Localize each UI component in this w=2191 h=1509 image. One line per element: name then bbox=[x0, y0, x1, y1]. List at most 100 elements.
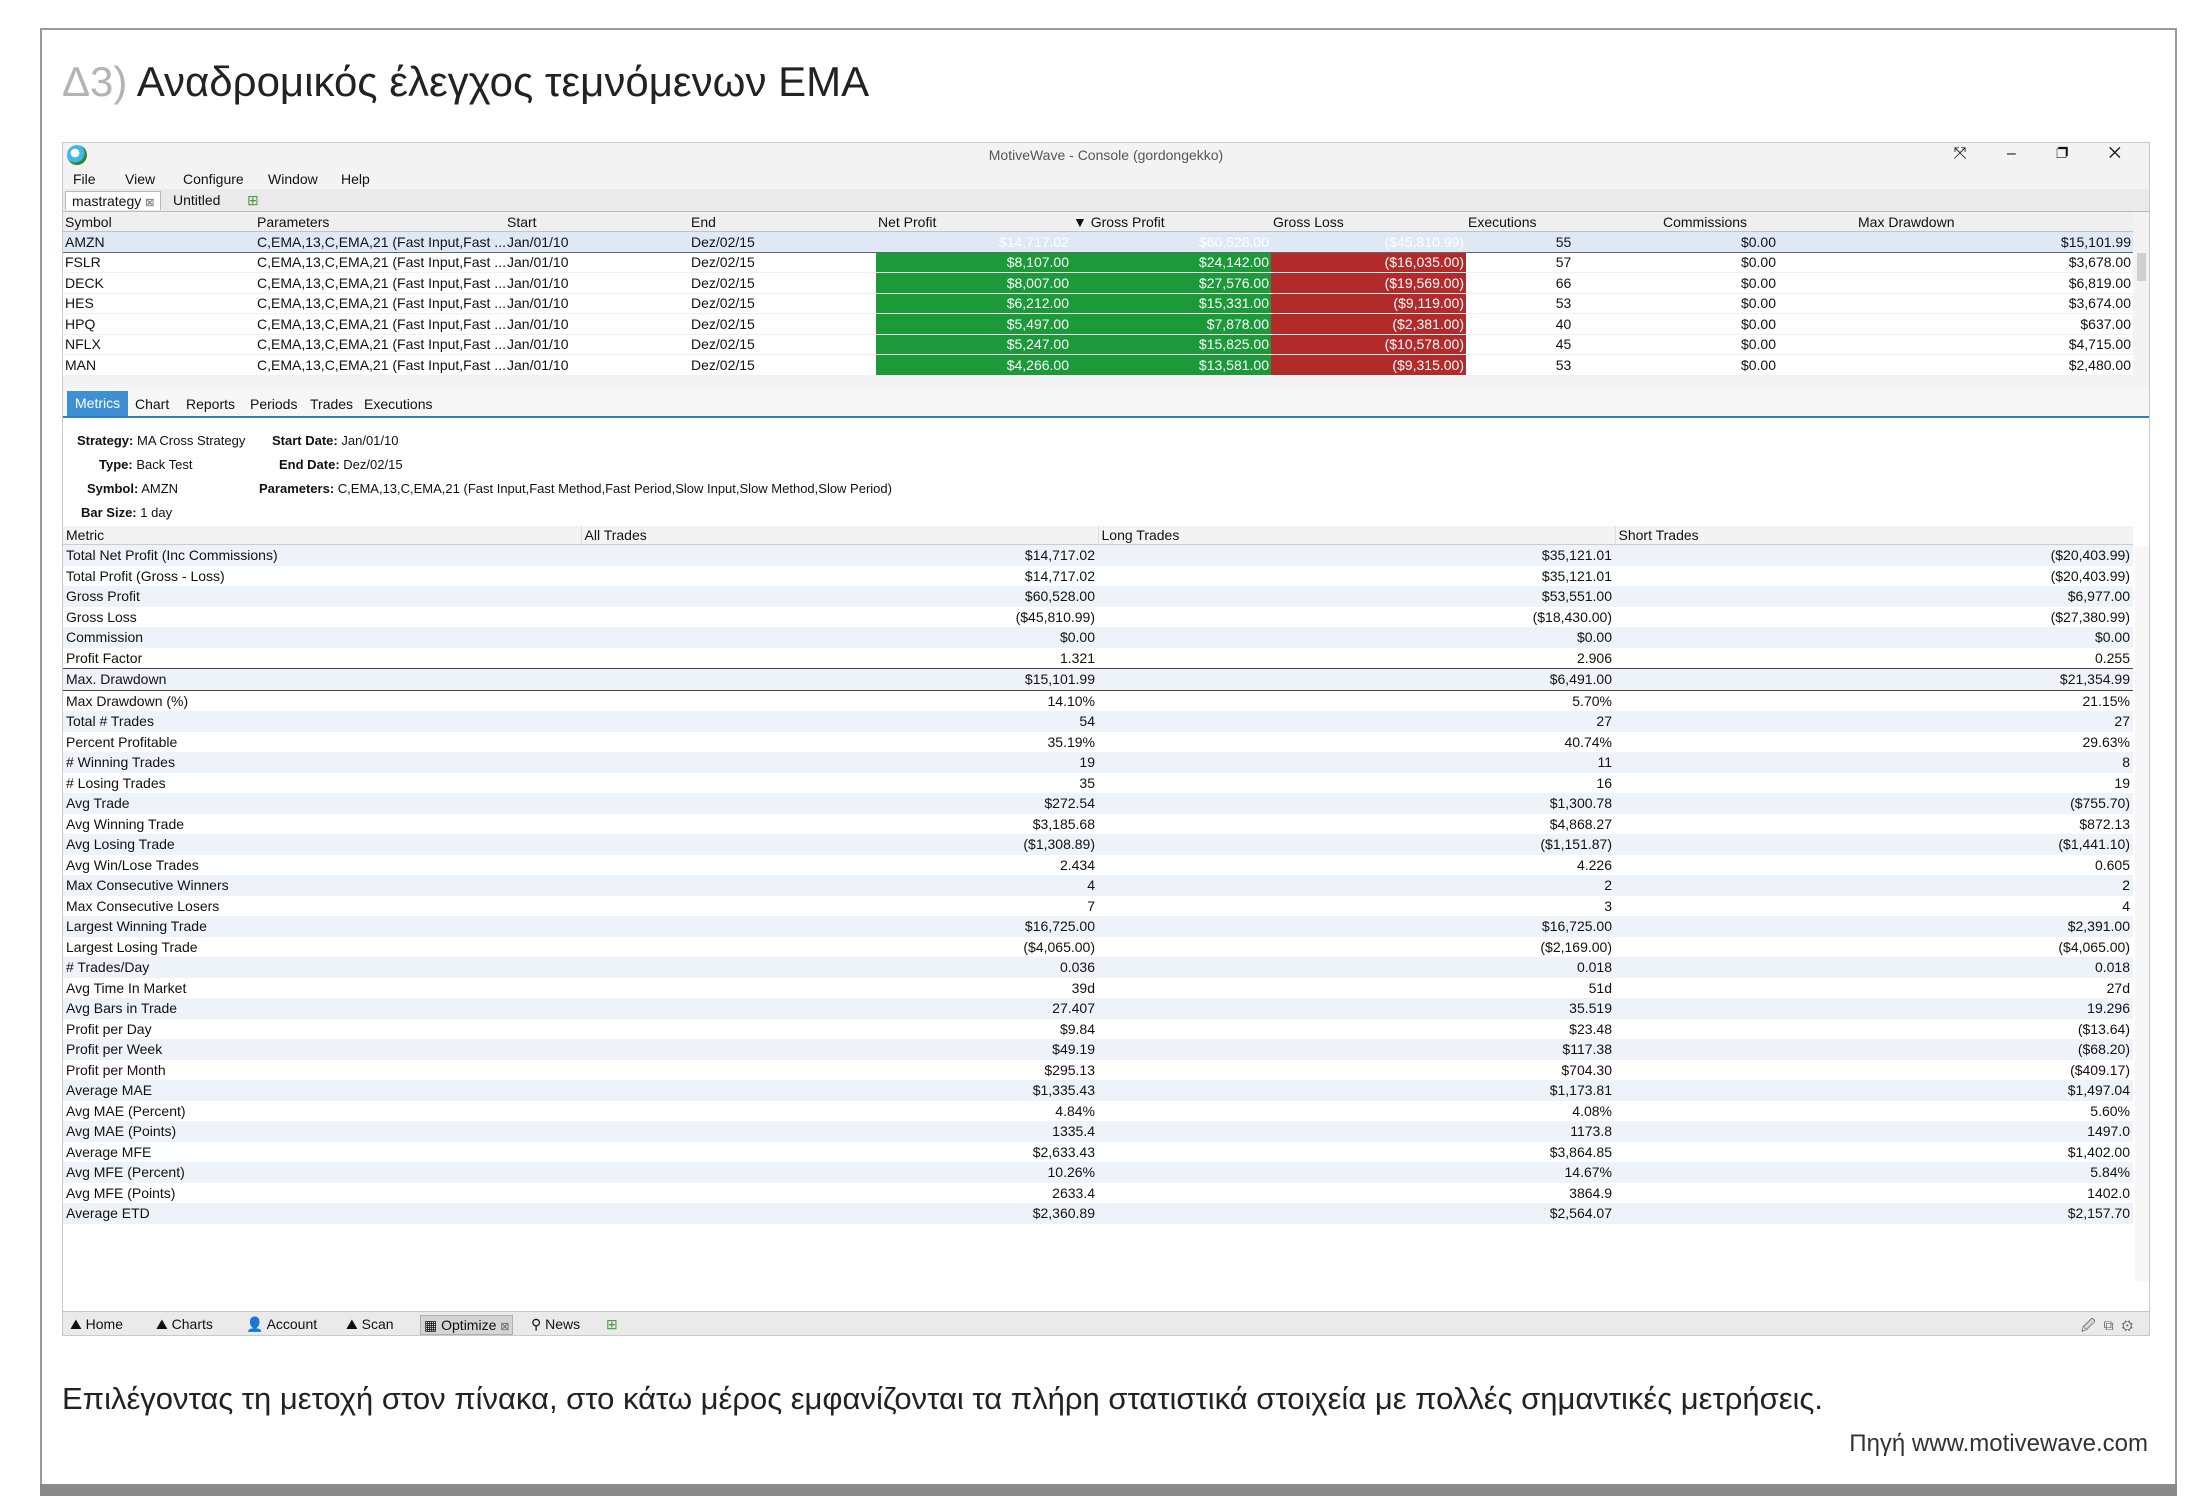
tab-periods[interactable]: Periods bbox=[250, 396, 298, 412]
col-executions[interactable]: Executions bbox=[1466, 213, 1661, 232]
metrics-row[interactable]: Max Consecutive Losers 7 3 4 bbox=[63, 896, 2133, 917]
metrics-row[interactable]: Avg MAE (Percent) 4.84% 4.08% 5.60% bbox=[63, 1101, 2133, 1122]
metrics-row[interactable]: Max Consecutive Winners 4 2 2 bbox=[63, 875, 2133, 896]
menu-configure[interactable]: Configure bbox=[183, 171, 244, 187]
metrics-row[interactable]: Avg Winning Trade $3,185.68 $4,868.27 $872.… bbox=[63, 814, 2133, 835]
metrics-scrollbar[interactable] bbox=[2135, 546, 2149, 1281]
tab-executions[interactable]: Executions bbox=[364, 396, 433, 412]
metrics-row[interactable]: Percent Profitable 35.19% 40.74% 29.63% bbox=[63, 732, 2133, 753]
tab-chart[interactable]: Chart bbox=[135, 396, 170, 412]
tab-untitled[interactable]: Untitled bbox=[167, 191, 226, 209]
add-tab-icon[interactable]: ⊞ bbox=[247, 192, 259, 208]
results-row[interactable]: FSLR C,EMA,13,C,EMA,21 (Fast Input,Fast .… bbox=[63, 252, 2133, 273]
metrics-row[interactable]: Max. Drawdown $15,101.99 $6,491.00 $21,354.… bbox=[63, 668, 2133, 691]
metrics-row[interactable]: Commission $0.00 $0.00 $0.00 bbox=[63, 627, 2133, 648]
nav-news[interactable]: ⚲ News bbox=[528, 1315, 583, 1333]
metrics-row[interactable]: Gross Profit $60,528.00 $53,551.00 $6,977.0… bbox=[63, 586, 2133, 607]
add-tab-icon[interactable]: ⊞ bbox=[606, 1316, 618, 1332]
cell-metric: Avg MAE (Points) bbox=[63, 1121, 581, 1142]
nav-scan[interactable]: ⛰ Scan bbox=[343, 1315, 397, 1333]
metrics-row[interactable]: Largest Winning Trade $16,725.00 $16,725.0… bbox=[63, 916, 2133, 937]
col-net-profit[interactable]: Net Profit bbox=[876, 213, 1071, 232]
menu-window[interactable]: Window bbox=[268, 171, 318, 187]
results-row[interactable]: HES C,EMA,13,C,EMA,21 (Fast Input,Fast ..… bbox=[63, 293, 2133, 314]
metrics-row[interactable]: Avg MFE (Percent) 10.26% 14.67% 5.84% bbox=[63, 1162, 2133, 1183]
info-symbol: Symbol: AMZN bbox=[87, 481, 179, 496]
metrics-row[interactable]: # Winning Trades 19 11 8 bbox=[63, 752, 2133, 773]
results-scrollbar[interactable] bbox=[2135, 231, 2149, 371]
results-row[interactable]: AMZN C,EMA,13,C,EMA,21 (Fast Input,Fast .… bbox=[63, 231, 2133, 253]
metrics-row[interactable]: Average MFE $2,633.43 $3,864.85 $1,402.00 bbox=[63, 1142, 2133, 1163]
nav-home[interactable]: ⛰ Home bbox=[67, 1315, 126, 1333]
metrics-row[interactable]: Avg Trade $272.54 $1,300.78 ($755.70) bbox=[63, 793, 2133, 814]
menu-file[interactable]: File bbox=[73, 171, 96, 187]
metrics-row[interactable]: # Losing Trades 35 16 19 bbox=[63, 773, 2133, 794]
cell-parameters: C,EMA,13,C,EMA,21 (Fast Input,Fast ... bbox=[255, 231, 505, 253]
col-start[interactable]: Start bbox=[505, 213, 689, 232]
tab-reports[interactable]: Reports bbox=[186, 396, 236, 412]
cell-start: Jan/01/10 bbox=[505, 231, 689, 253]
col-short-trades[interactable]: Short Trades bbox=[1614, 526, 2133, 545]
metrics-row[interactable]: Profit per Day $9.84 $23.48 ($13.64) bbox=[63, 1019, 2133, 1040]
col-max-drawdown[interactable]: Max Drawdown bbox=[1856, 213, 2133, 232]
col-symbol[interactable]: Symbol bbox=[63, 213, 255, 232]
results-row[interactable]: NFLX C,EMA,13,C,EMA,21 (Fast Input,Fast .… bbox=[63, 334, 2133, 355]
results-row[interactable]: DECK C,EMA,13,C,EMA,21 (Fast Input,Fast .… bbox=[63, 272, 2133, 294]
menu-help[interactable]: Help bbox=[341, 171, 370, 187]
metrics-row[interactable]: Avg MFE (Points) 2633.4 3864.9 1402.0 bbox=[63, 1183, 2133, 1204]
col-commissions[interactable]: Commissions bbox=[1661, 213, 1856, 232]
cell-all-trades: 35.19% bbox=[1047, 733, 1095, 750]
metrics-row[interactable]: Average MAE $1,335.43 $1,173.81 $1,497.04 bbox=[63, 1080, 2133, 1101]
metrics-row[interactable]: # Trades/Day 0.036 0.018 0.018 bbox=[63, 957, 2133, 978]
tab-metrics[interactable]: Metrics bbox=[67, 391, 129, 416]
scrollbar-thumb[interactable] bbox=[2137, 253, 2146, 281]
results-row[interactable]: MAN C,EMA,13,C,EMA,21 (Fast Input,Fast ..… bbox=[63, 354, 2133, 376]
cell-start: Jan/01/10 bbox=[505, 293, 689, 314]
nav-charts[interactable]: ⛰ Charts bbox=[153, 1315, 216, 1333]
metrics-row[interactable]: Profit Factor 1.321 2.906 0.255 bbox=[63, 648, 2133, 669]
cell-long-trades: $1,173.81 bbox=[1098, 1080, 1615, 1101]
cell-short-trades: $872.13 bbox=[2079, 815, 2130, 832]
metrics-row[interactable]: Profit per Week $49.19 $117.38 ($68.20) bbox=[63, 1039, 2133, 1060]
col-metric[interactable]: Metric bbox=[63, 526, 581, 545]
metrics-row[interactable]: Total # Trades 54 27 27 bbox=[63, 711, 2133, 732]
metrics-row[interactable]: Avg Win/Lose Trades 2.434 4.226 0.605 bbox=[63, 855, 2133, 876]
metrics-row[interactable]: Avg Time In Market 39d 51d 27d bbox=[63, 978, 2133, 999]
col-gross-profit[interactable]: ▼ Gross Profit bbox=[1071, 213, 1271, 232]
col-parameters[interactable]: Parameters bbox=[255, 213, 505, 232]
metrics-row[interactable]: Avg Bars in Trade 27.407 35.519 19.296 bbox=[63, 998, 2133, 1019]
window-controls[interactable]: ⤧ – ❐ ✕ bbox=[1953, 145, 2139, 162]
tab-trades[interactable]: Trades bbox=[310, 396, 354, 412]
cell-short-trades: $2,157.70 bbox=[1615, 1203, 2133, 1224]
col-all-trades[interactable]: All Trades bbox=[580, 526, 1098, 545]
metrics-row[interactable]: Avg Losing Trade ($1,308.89) ($1,151.87) ($… bbox=[63, 834, 2133, 855]
metrics-row[interactable]: Max Drawdown (%) 14.10% 5.70% 21.15% bbox=[63, 690, 2133, 711]
nav-account[interactable]: 👤 Account bbox=[243, 1315, 320, 1333]
status-icons[interactable]: 🖉⧉⚙ bbox=[2080, 1317, 2141, 1333]
cell-short-trades: $1,402.00 bbox=[2067, 1143, 2130, 1160]
cell-long-trades: ($1,151.87) bbox=[1098, 834, 1615, 855]
metrics-row[interactable]: Average ETD $2,360.89 $2,564.07 $2,157.70 bbox=[63, 1203, 2133, 1224]
cell-max-drawdown: $3,674.00 bbox=[1856, 293, 2133, 314]
cell-short-trades: ($755.70) bbox=[1615, 793, 2133, 814]
metrics-row[interactable]: Largest Losing Trade ($4,065.00) ($2,169.0… bbox=[63, 937, 2133, 958]
menu-bar: File View Configure Window Help bbox=[63, 169, 2149, 189]
col-gross-loss[interactable]: Gross Loss bbox=[1271, 213, 1466, 232]
nav-optimize[interactable]: ▦ Optimize ⊠ bbox=[420, 1315, 514, 1335]
cell-long-trades: $4,868.27 bbox=[1549, 815, 1612, 832]
metrics-row[interactable]: Profit per Month $295.13 $704.30 ($409.17) bbox=[63, 1060, 2133, 1081]
col-long-trades[interactable]: Long Trades bbox=[1097, 526, 1615, 545]
close-icon[interactable]: ⊠ bbox=[500, 1321, 510, 1333]
close-icon[interactable]: ⊠ bbox=[145, 197, 155, 209]
metrics-row[interactable]: Avg MAE (Points) 1335.4 1173.8 1497.0 bbox=[63, 1121, 2133, 1142]
menu-view[interactable]: View bbox=[125, 171, 156, 187]
tab-mastrategy[interactable]: mastrategy ⊠ bbox=[65, 191, 162, 210]
metrics-row[interactable]: Gross Loss ($45,810.99) ($18,430.00) ($27,3… bbox=[63, 607, 2133, 628]
results-row[interactable]: HPQ C,EMA,13,C,EMA,21 (Fast Input,Fast ..… bbox=[63, 313, 2133, 335]
cell-all-trades: 10.26% bbox=[581, 1162, 1098, 1183]
metrics-row[interactable]: Total Profit (Gross - Loss) $14,717.02 $35… bbox=[63, 566, 2133, 587]
cell-all-trades: ($45,810.99) bbox=[1015, 608, 1095, 625]
col-end[interactable]: End bbox=[689, 213, 876, 232]
metrics-row[interactable]: Total Net Profit (Inc Commissions) $14,71… bbox=[63, 544, 2133, 566]
cell-long-trades: 35.519 bbox=[1098, 998, 1615, 1019]
